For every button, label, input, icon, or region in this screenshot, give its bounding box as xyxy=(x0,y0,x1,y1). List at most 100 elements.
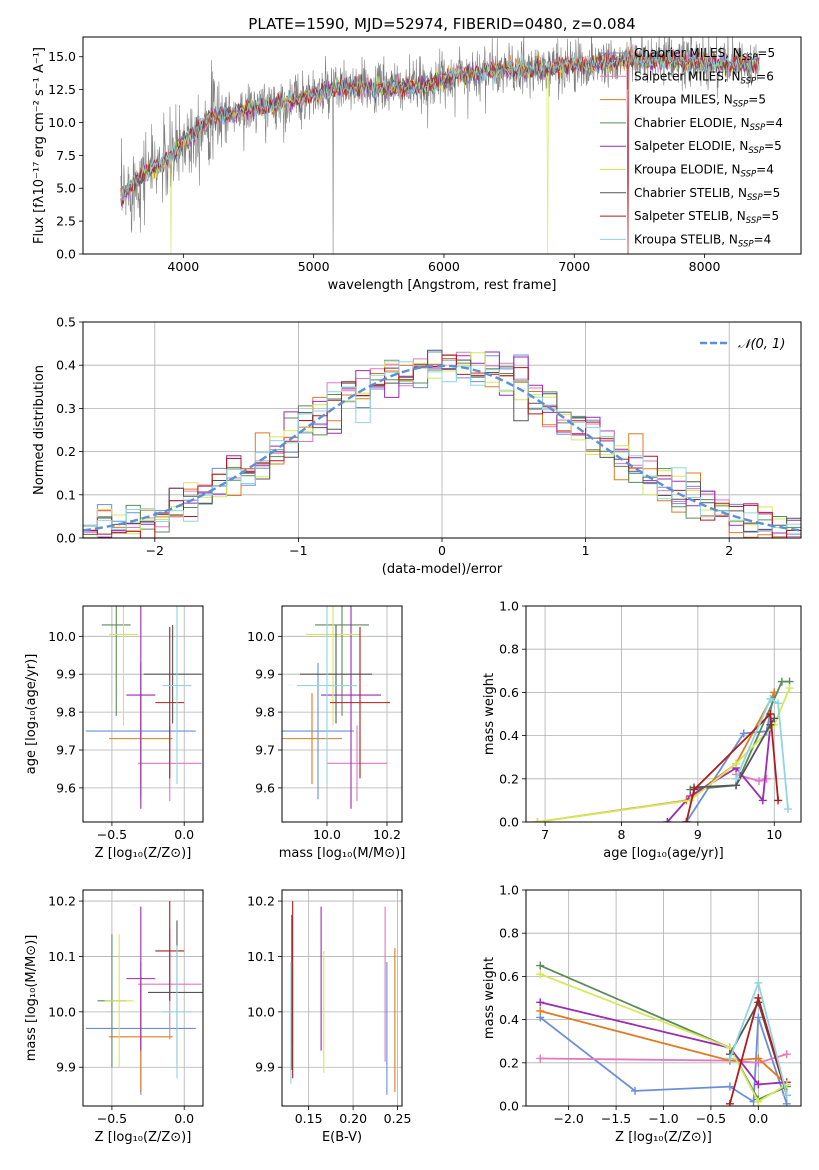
legend-nssp-eq: = xyxy=(757,46,767,60)
histogram-step xyxy=(83,354,801,538)
y-tick-label: 9.9 xyxy=(255,667,275,682)
legend-nssp-eq: = xyxy=(756,69,766,83)
legend-nssp-prefix: , N xyxy=(729,209,746,223)
x-tick-label: 7 xyxy=(541,827,549,842)
legend-series-name: Salpeter STELIB xyxy=(634,209,729,223)
legend-series-name: Chabrier STELIB xyxy=(634,186,730,200)
legend-nssp-eq: = xyxy=(764,139,774,153)
weight-line xyxy=(735,697,789,810)
y-tick-label: 9.8 xyxy=(56,705,76,720)
legend-nssp-prefix: , N xyxy=(716,93,733,107)
age_vs_Z-points xyxy=(85,606,202,809)
mass_vs_ebv-points xyxy=(290,901,396,1095)
y-tick-label: 0.0 xyxy=(56,247,76,262)
x-tick-label: 0.0 xyxy=(748,1111,768,1126)
weight-marker xyxy=(782,1099,791,1106)
legend-label: Salpeter MILES, NSSP=6 xyxy=(634,69,774,86)
x-axis-label: mass [log₁₀(M/M⊙)] xyxy=(279,846,406,861)
legend-nssp-prefix: , N xyxy=(724,163,741,177)
legend-nssp-sub: SSP xyxy=(738,239,754,249)
legend-nssp-sub: SSP xyxy=(750,123,766,133)
legend-label: 𝒩(0, 1) xyxy=(738,337,785,352)
legend-nssp-prefix: , N xyxy=(724,69,741,83)
y-tick-label: 2.5 xyxy=(56,214,76,229)
y-tick-label: 9.6 xyxy=(56,780,76,795)
weight-marker xyxy=(766,710,775,718)
legend-nssp-sub: SSP xyxy=(746,216,762,226)
y-tick-label: 12.5 xyxy=(48,82,76,97)
legend-nssp-value: 4 xyxy=(775,116,783,130)
legend-series-name: Salpeter MILES xyxy=(634,69,724,83)
weight-marker xyxy=(725,1082,734,1091)
y-tick-label: 0.2 xyxy=(499,1055,519,1070)
y-tick-label: 0.0 xyxy=(499,1099,519,1114)
normal-curve xyxy=(83,364,801,532)
weight-marker xyxy=(777,677,786,686)
y-tick-label: 0.4 xyxy=(56,358,76,373)
legend-nssp-prefix: , N xyxy=(730,186,747,200)
axes-frame xyxy=(525,889,802,1107)
weight-marker xyxy=(536,1054,545,1063)
y-axis-label: age [log₁₀(age/yr)] xyxy=(24,654,39,775)
weight-line xyxy=(537,691,776,822)
x-axis-label: Z [log₁₀(Z/Z⊙)] xyxy=(615,1130,712,1145)
y-tick-label: 0.1 xyxy=(56,487,76,502)
x-tick-label: 10.2 xyxy=(373,827,401,842)
residual-histograms xyxy=(83,349,801,538)
x-tick-label: 6000 xyxy=(428,259,460,274)
x-tick-label: −0.5 xyxy=(97,827,127,842)
age_vs_mass-axes: 10.0 10.2 9.6 9.7 9.8 9.9 10.0 mass [log₁₀(M/M⊙… xyxy=(247,606,405,861)
x-tick-label: −1 xyxy=(289,543,307,558)
y-tick-label: 10.1 xyxy=(247,949,275,964)
weight-marker xyxy=(785,684,794,693)
weight-marker xyxy=(784,805,793,814)
age_vs_Z-axes: −0.5 0.0 9.6 9.7 9.8 9.9 10.0 Z [log₁₀(Z/Z⊙)] ag… xyxy=(24,606,203,861)
weight-marker xyxy=(732,759,741,768)
weight-marker xyxy=(754,994,763,1002)
legend-label: Chabrier MILES, NSSP=5 xyxy=(634,46,775,63)
x-tick-label: 10.0 xyxy=(313,827,341,842)
legend-nssp-eq: = xyxy=(765,116,775,130)
legend-series-name: Chabrier MILES xyxy=(634,46,725,60)
x-tick-label: 0.0 xyxy=(174,827,194,842)
y-tick-label: 10.2 xyxy=(247,894,275,909)
y-tick-label: 9.7 xyxy=(255,743,275,758)
legend-nssp-value: 6 xyxy=(766,69,774,83)
weight-marker xyxy=(536,998,545,1007)
y-tick-label: 0.5 xyxy=(56,315,76,330)
legend-nssp-sub: SSP xyxy=(741,170,757,180)
legend-nssp-eq: = xyxy=(756,163,766,177)
weight-marker xyxy=(754,1054,763,1063)
weight-marker xyxy=(732,774,741,783)
legend-label: Kroupa ELODIE, NSSP=4 xyxy=(634,163,774,180)
weight-line xyxy=(539,1016,788,1105)
y-tick-label: 0.3 xyxy=(56,401,76,416)
y-tick-label: 9.7 xyxy=(56,743,76,758)
x-tick-label: −0.5 xyxy=(696,1111,726,1126)
y-tick-label: 10.0 xyxy=(48,629,76,644)
axes-frame xyxy=(82,36,802,255)
legend-label: Chabrier ELODIE, NSSP=4 xyxy=(634,116,783,133)
y-tick-label: 10.0 xyxy=(247,629,275,644)
x-tick-label: 0 xyxy=(438,543,446,558)
y-tick-label: 15.0 xyxy=(48,49,76,64)
mass_vs_Z-axes: −0.5 0.0 9.9 10.0 10.1 10.2 Z [log₁₀(Z/Z⊙)] mas… xyxy=(24,890,203,1145)
x-axis-label: (data-model)/error xyxy=(382,562,503,577)
legend-nssp-value: 4 xyxy=(766,163,774,177)
legend-nssp-value: 5 xyxy=(771,209,779,223)
x-tick-label: 0.15 xyxy=(295,1111,323,1126)
legend-nssp-eq: = xyxy=(754,232,764,246)
x-axis-label: wavelength [Angstrom, rest frame] xyxy=(328,278,557,293)
legend-series-name: Salpeter ELODIE xyxy=(634,139,732,153)
x-tick-label: 0.25 xyxy=(384,1111,412,1126)
axes-frame xyxy=(525,605,802,823)
spectrum-lines xyxy=(120,37,760,254)
weight-marker xyxy=(536,961,545,970)
y-axis-label: mass weight xyxy=(482,673,497,755)
x-tick-label: 4000 xyxy=(167,259,199,274)
y-tick-label: 10.1 xyxy=(48,949,76,964)
histogram-step xyxy=(83,351,801,538)
histogram-step xyxy=(83,361,801,532)
